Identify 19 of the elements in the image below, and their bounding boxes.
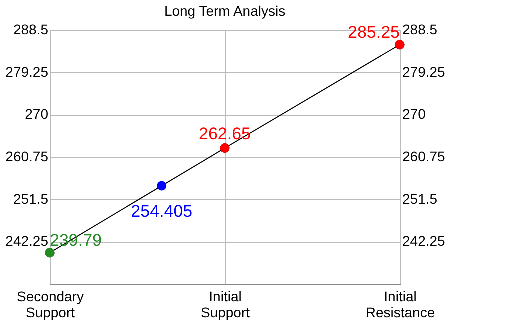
x-tick-label: Initial Resistance [366, 288, 436, 320]
y-tick-label: 260.75 [6, 148, 49, 164]
y2-tick-label: 251.5 [402, 190, 438, 207]
y-tick-label: 288.5 [13, 22, 49, 38]
y-tick-label: 270 [25, 106, 49, 122]
data-label: 285.25 [348, 22, 400, 42]
x-tick-label: Initial Support [200, 288, 250, 320]
y2-tick-label: 270 [402, 106, 426, 122]
y-tick-label: 279.25 [6, 64, 49, 80]
y-tick-label: 251.5 [13, 190, 49, 207]
chart-title: Long Term Analysis [164, 3, 286, 19]
annotation: 254.405 [131, 202, 193, 222]
y2-tick-label: 260.75 [402, 148, 446, 164]
y2-tick-label: 288.5 [402, 22, 438, 38]
y2-tick-label: 242.25 [402, 233, 446, 250]
y2-tick-label: 279.25 [402, 64, 446, 80]
y-tick-label: 242.25 [6, 233, 49, 250]
x-tick-label: Secondary Support [17, 288, 84, 320]
data-label: 262.65 [199, 124, 251, 144]
